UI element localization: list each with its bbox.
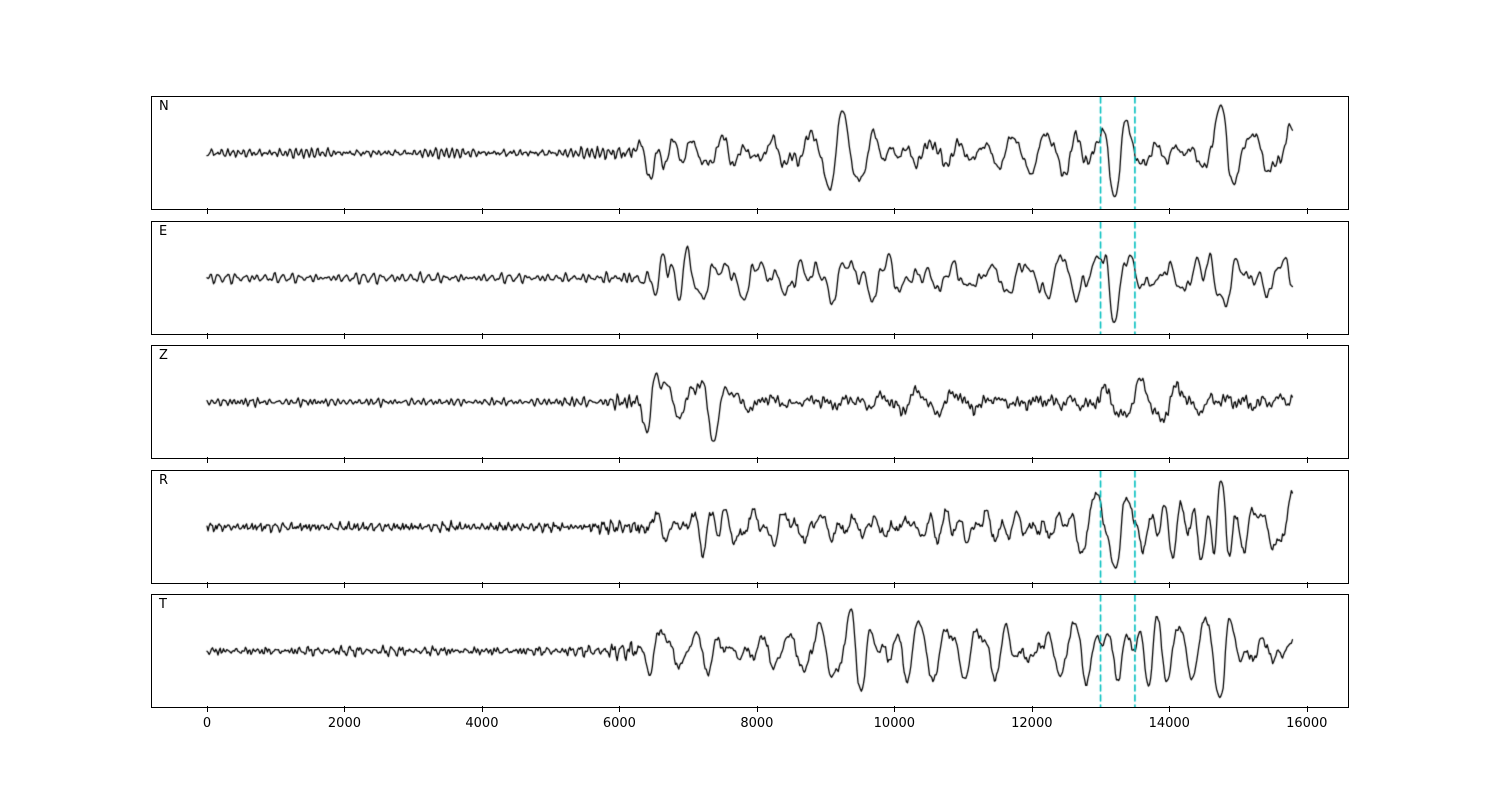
x-tick-mark	[344, 706, 346, 712]
x-tick-mark	[756, 208, 758, 214]
x-tick-label: 4000	[465, 716, 499, 731]
x-tick-mark	[1306, 582, 1308, 588]
x-tick-mark	[619, 333, 621, 339]
x-tick-mark	[344, 457, 346, 463]
x-tick-mark	[1306, 457, 1308, 463]
x-ticks	[152, 222, 1348, 339]
x-tick-label: 14000	[1148, 716, 1190, 731]
x-tick-mark	[1306, 333, 1308, 339]
x-tick-mark	[206, 582, 208, 588]
x-tick-label: 0	[202, 716, 212, 731]
panel-label-z: Z	[159, 348, 168, 363]
x-tick-mark	[1031, 582, 1033, 588]
x-tick-label: 2000	[327, 716, 361, 731]
x-tick-label: 8000	[740, 716, 774, 731]
x-tick-mark	[1169, 457, 1171, 463]
x-tick-mark	[344, 333, 346, 339]
x-tick-mark	[894, 706, 896, 712]
panel-label-r: R	[159, 473, 169, 488]
x-ticks	[152, 97, 1348, 214]
x-tick-mark	[206, 457, 208, 463]
seismogram-panel-z: Z	[151, 345, 1349, 463]
waveform-canvas-r	[152, 471, 1348, 583]
x-tick-mark	[481, 333, 483, 339]
x-tick-mark	[344, 582, 346, 588]
x-tick-mark	[1031, 333, 1033, 339]
x-tick-mark	[1169, 333, 1171, 339]
x-tick-mark	[481, 582, 483, 588]
waveform-canvas-t	[152, 595, 1348, 707]
x-tick-mark	[894, 457, 896, 463]
x-tick-mark	[619, 582, 621, 588]
x-tick-mark	[894, 208, 896, 214]
panel-label-t: T	[159, 597, 167, 612]
x-tick-mark	[481, 706, 483, 712]
x-tick-mark	[1031, 208, 1033, 214]
x-tick-label: 6000	[602, 716, 636, 731]
x-tick-mark	[206, 208, 208, 214]
x-tick-mark	[756, 706, 758, 712]
x-tick-mark	[1169, 208, 1171, 214]
seismogram-panel-n: N	[151, 96, 1349, 214]
x-tick-label: 10000	[873, 716, 916, 731]
x-tick-mark	[1306, 208, 1308, 214]
x-tick-mark	[756, 582, 758, 588]
seismogram-panel-e: E	[151, 221, 1349, 339]
x-tick-mark	[619, 706, 621, 712]
x-tick-mark	[894, 333, 896, 339]
x-tick-mark	[619, 208, 621, 214]
panel-label-e: E	[159, 224, 168, 239]
x-tick-mark	[756, 333, 758, 339]
x-tick-mark	[756, 457, 758, 463]
x-tick-mark	[1169, 706, 1171, 712]
x-tick-mark	[1306, 706, 1308, 712]
waveform-canvas-n	[152, 97, 1348, 209]
seismogram-panel-r: R	[151, 470, 1349, 588]
panel-label-n: N	[159, 99, 169, 114]
x-tick-mark	[1031, 457, 1033, 463]
x-ticks	[152, 471, 1348, 588]
waveform-canvas-e	[152, 222, 1348, 334]
x-tick-mark	[894, 582, 896, 588]
x-tick-mark	[481, 208, 483, 214]
waveform-canvas-z	[152, 346, 1348, 458]
x-tick-mark	[344, 208, 346, 214]
x-tick-mark	[1169, 582, 1171, 588]
x-tick-mark	[206, 333, 208, 339]
x-tick-mark	[481, 457, 483, 463]
x-tick-mark	[1031, 706, 1033, 712]
x-tick-mark	[619, 457, 621, 463]
seismogram-panel-t: T	[151, 594, 1349, 712]
x-tick-label: 12000	[1011, 716, 1053, 731]
x-axis-labels: 0 2000 4000 6000 8000 10000 12000 14000 16000	[152, 716, 1348, 734]
x-tick-label: 16000	[1286, 716, 1328, 731]
x-ticks	[152, 595, 1348, 712]
x-tick-mark	[206, 706, 208, 712]
x-ticks	[152, 346, 1348, 463]
